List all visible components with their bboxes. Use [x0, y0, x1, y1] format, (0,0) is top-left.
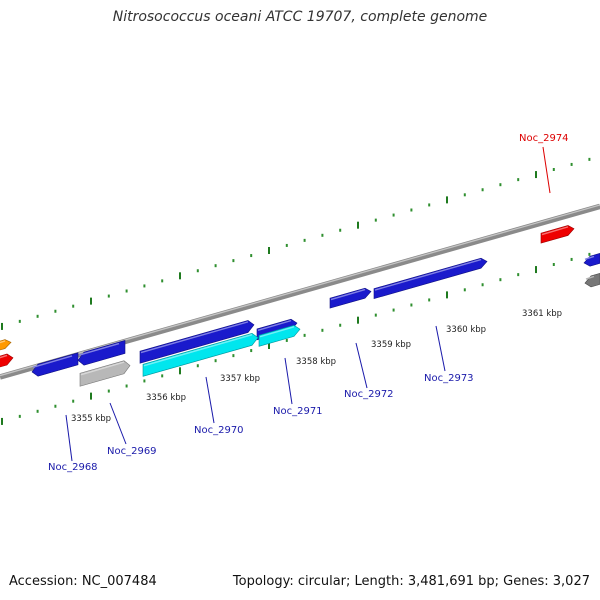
tick-rows	[1, 157, 591, 425]
gene-arrow-highlight	[585, 275, 595, 280]
gene-arrow	[142, 333, 259, 377]
gene-arrow-highlight	[259, 326, 295, 338]
gene-arrow	[583, 253, 600, 267]
gene-arrow	[540, 225, 575, 244]
leader-line	[542, 146, 551, 194]
scale-label: 3355 kbp	[71, 414, 111, 424]
gene-arrow	[584, 273, 600, 288]
gene-arrow-highlight	[330, 288, 366, 301]
leader-line	[205, 376, 215, 424]
gene-arrow-highlight	[80, 361, 125, 376]
scale-label: 3360 kbp	[446, 325, 486, 335]
accession-text: Accession: NC_007484	[9, 574, 157, 589]
gene-arrow-highlight	[143, 334, 253, 367]
gene-label: Noc_2972	[344, 389, 394, 400]
scale-labels: 3355 kbp 3356 kbp 3357 kbp 3358 kbp 3359 kbp…	[71, 309, 562, 424]
gene-labels: Noc_2968 Noc_2969 Noc_2970 Noc_2971 Noc_2972…	[48, 133, 569, 473]
gene-features	[0, 225, 600, 387]
gene-label: Noc_2974	[519, 133, 569, 144]
gene-arrow-highlight	[0, 354, 8, 359]
gene-arrow-highlight	[78, 342, 120, 356]
gene-arrow	[258, 325, 301, 347]
scale-label: 3356 kbp	[146, 393, 186, 403]
gene-arrow-highlight	[584, 255, 595, 260]
gene-label: Noc_2970	[194, 425, 244, 436]
gene-arrow	[79, 360, 131, 387]
label-leader-lines	[65, 146, 551, 462]
leader-line	[109, 402, 127, 445]
leader-line	[65, 414, 73, 462]
scale-label: 3358 kbp	[296, 357, 336, 367]
gene-arrow-highlight	[32, 355, 73, 368]
gene-arrow-highlight	[374, 258, 482, 291]
scale-label: 3361 kbp	[522, 309, 562, 319]
map-title: Nitrosococcus oceani ATCC 19707, complet…	[112, 9, 488, 25]
backbone-highlight	[0, 204, 600, 377]
gene-arrow-highlight	[541, 226, 569, 236]
gene-label: Noc_2973	[424, 373, 474, 384]
gene-arrow	[329, 287, 372, 309]
scale-label: 3357 kbp	[220, 374, 260, 384]
gene-label: Noc_2969	[107, 446, 157, 457]
gene-arrow-highlight	[257, 319, 292, 331]
leader-line	[435, 325, 446, 372]
gene-arrow	[373, 257, 488, 300]
gene-arrow-highlight	[0, 340, 6, 344]
gene-label: Noc_2971	[273, 406, 323, 417]
gene-label: Noc_2968	[48, 462, 98, 473]
gene-arrow	[139, 320, 255, 364]
scale-label: 3359 kbp	[371, 340, 411, 350]
leader-line	[355, 342, 368, 389]
leader-line	[284, 357, 293, 405]
gene-arrow-highlight	[140, 321, 249, 354]
topology-text: Topology: circular; Length: 3,481,691 bp…	[232, 574, 590, 589]
